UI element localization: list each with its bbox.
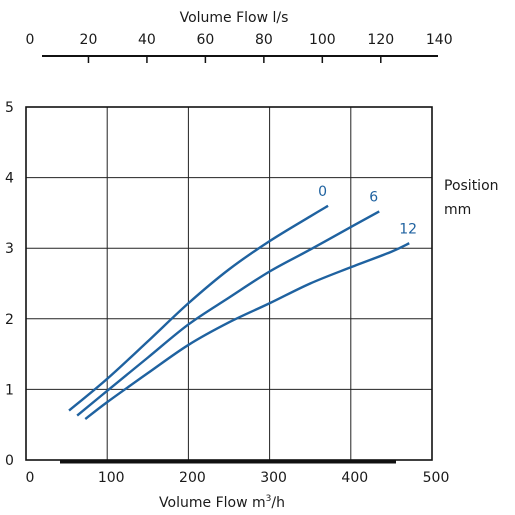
top-axis-ticks (87, 56, 382, 63)
top-tick-label: 40 (138, 32, 156, 48)
position-legend-line-1: Position (444, 178, 499, 194)
position-legend: Position mm (444, 178, 499, 218)
curves: 0 6 12 (68, 184, 417, 421)
top-axis-title: Volume Flow l/s (180, 10, 289, 26)
bottom-axis-title: Volume Flow m3/h (159, 494, 285, 511)
bottom-axis-tick-labels: 0 100 200 300 400 500 (26, 470, 450, 486)
top-tick-label: 100 (309, 32, 336, 48)
bottom-tick-label: 300 (260, 470, 287, 486)
top-tick-label: 20 (80, 32, 98, 48)
top-axis-tick-labels: 0 20 40 60 80 100 120 140 (26, 32, 453, 48)
y-tick-label: 5 (5, 100, 14, 116)
y-tick-label: 3 (5, 241, 14, 257)
curve-position-0 (68, 204, 329, 412)
curve-label-0: 0 (318, 184, 327, 200)
bottom-tick-label: 400 (341, 470, 368, 486)
top-tick-label: 140 (426, 32, 453, 48)
bottom-tick-label: 0 (26, 470, 35, 486)
bottom-tick-label: 100 (98, 470, 125, 486)
bottom-tick-label: 500 (423, 470, 450, 486)
y-tick-label: 2 (5, 312, 14, 328)
bottom-axis: 0 100 200 300 400 500 Volume Flow m3/h (26, 460, 450, 511)
curve-label-12: 12 (399, 221, 417, 237)
y-tick-label: 1 (5, 382, 14, 398)
curve-position-12 (84, 242, 410, 421)
curve-label-6: 6 (369, 189, 378, 205)
y-axis-tick-labels: 0 1 2 3 4 5 (5, 100, 14, 469)
y-tick-label: 4 (5, 171, 14, 187)
top-tick-label: 80 (255, 32, 273, 48)
y-tick-label: 0 (5, 453, 14, 469)
top-tick-label: 120 (367, 32, 394, 48)
position-legend-line-2: mm (444, 202, 471, 218)
curve-position-6 (76, 210, 380, 417)
top-tick-label: 0 (26, 32, 35, 48)
top-axis: Volume Flow l/s 0 20 40 60 80 100 120 140 (26, 10, 453, 63)
plot-frame (25, 106, 433, 461)
top-tick-label: 60 (196, 32, 214, 48)
plot-area: 0 6 12 (25, 106, 433, 461)
bottom-tick-label: 200 (179, 470, 206, 486)
